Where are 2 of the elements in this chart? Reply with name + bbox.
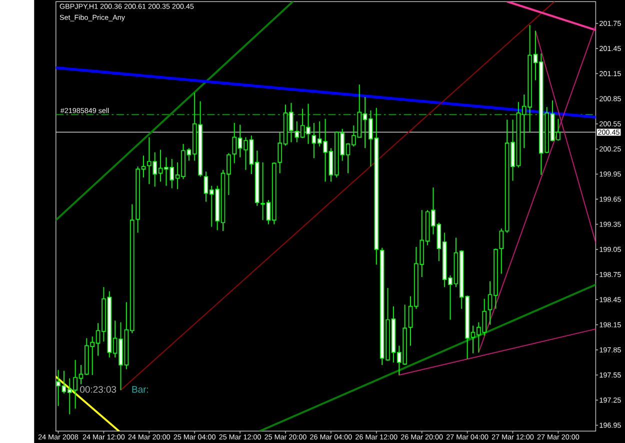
annotation: Bar:	[132, 386, 148, 393]
annotation: 00:23:03	[80, 386, 116, 393]
